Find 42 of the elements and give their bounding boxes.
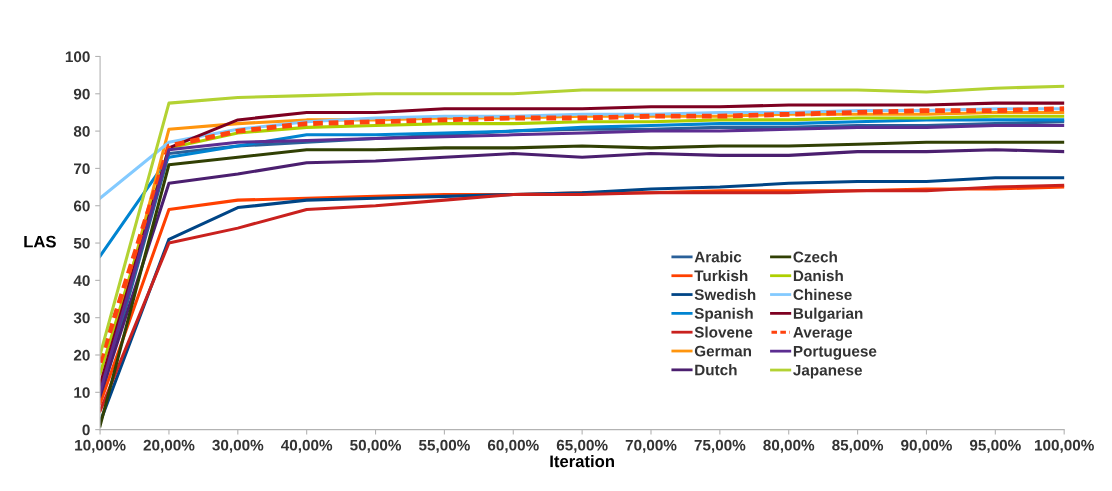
x-tick-label: 40,00% [281,439,333,453]
legend-label: Bulgarian [793,307,863,322]
legend-label: Czech [793,251,837,263]
legend-label: Portuguese [793,345,877,360]
legend-label: Japanese [793,364,862,379]
x-tick-label: 20,00% [143,439,195,453]
x-tick-label: 80,00% [763,439,815,453]
x-tick-label: 100,00% [1034,439,1094,453]
x-tick-label: 70,00% [625,439,677,453]
legend-label: Chinese [793,288,852,301]
x-tick-label: 10,00% [75,439,126,453]
legend-label: Turkish [694,269,748,282]
x-tick-label: 65,00% [556,439,608,453]
legend-label: German [694,345,752,357]
legend-label: Dutch [695,364,737,376]
y-axis-title: LAS [24,235,56,248]
x-tick-label: 95,00% [969,439,1021,453]
x-tick-label: 60,00% [487,439,539,453]
y-tick-label: 60 [73,200,90,212]
x-tick-label: 85,00% [832,439,884,453]
y-tick-label: 10 [74,387,90,398]
legend-label: Danish [793,269,843,282]
legend-label: Arabic [694,251,742,263]
legend-label: Slovene [694,326,753,338]
y-tick-label: 40 [73,275,90,287]
x-axis-title: Iteration [550,454,614,468]
y-tick-label: 30 [73,312,90,324]
y-tick-label: 100 [65,51,90,63]
y-tick-label: 80 [73,125,90,137]
y-tick-label: 90 [73,88,90,100]
x-tick-label: 55,00% [418,439,470,453]
x-tick-label: 90,00% [901,439,952,453]
y-tick-label: 20 [73,349,90,361]
legend-label: Average [793,327,853,341]
y-tick-label: 70 [74,163,90,175]
legend-label: Swedish [694,288,756,301]
legend-label: Spanish [694,307,753,322]
x-tick-label: 75,00% [694,439,746,453]
y-tick-label: 0 [82,424,90,436]
x-tick-label: 50,00% [350,439,402,453]
y-tick-label: 50 [73,237,90,249]
x-tick-label: 30,00% [212,439,264,453]
